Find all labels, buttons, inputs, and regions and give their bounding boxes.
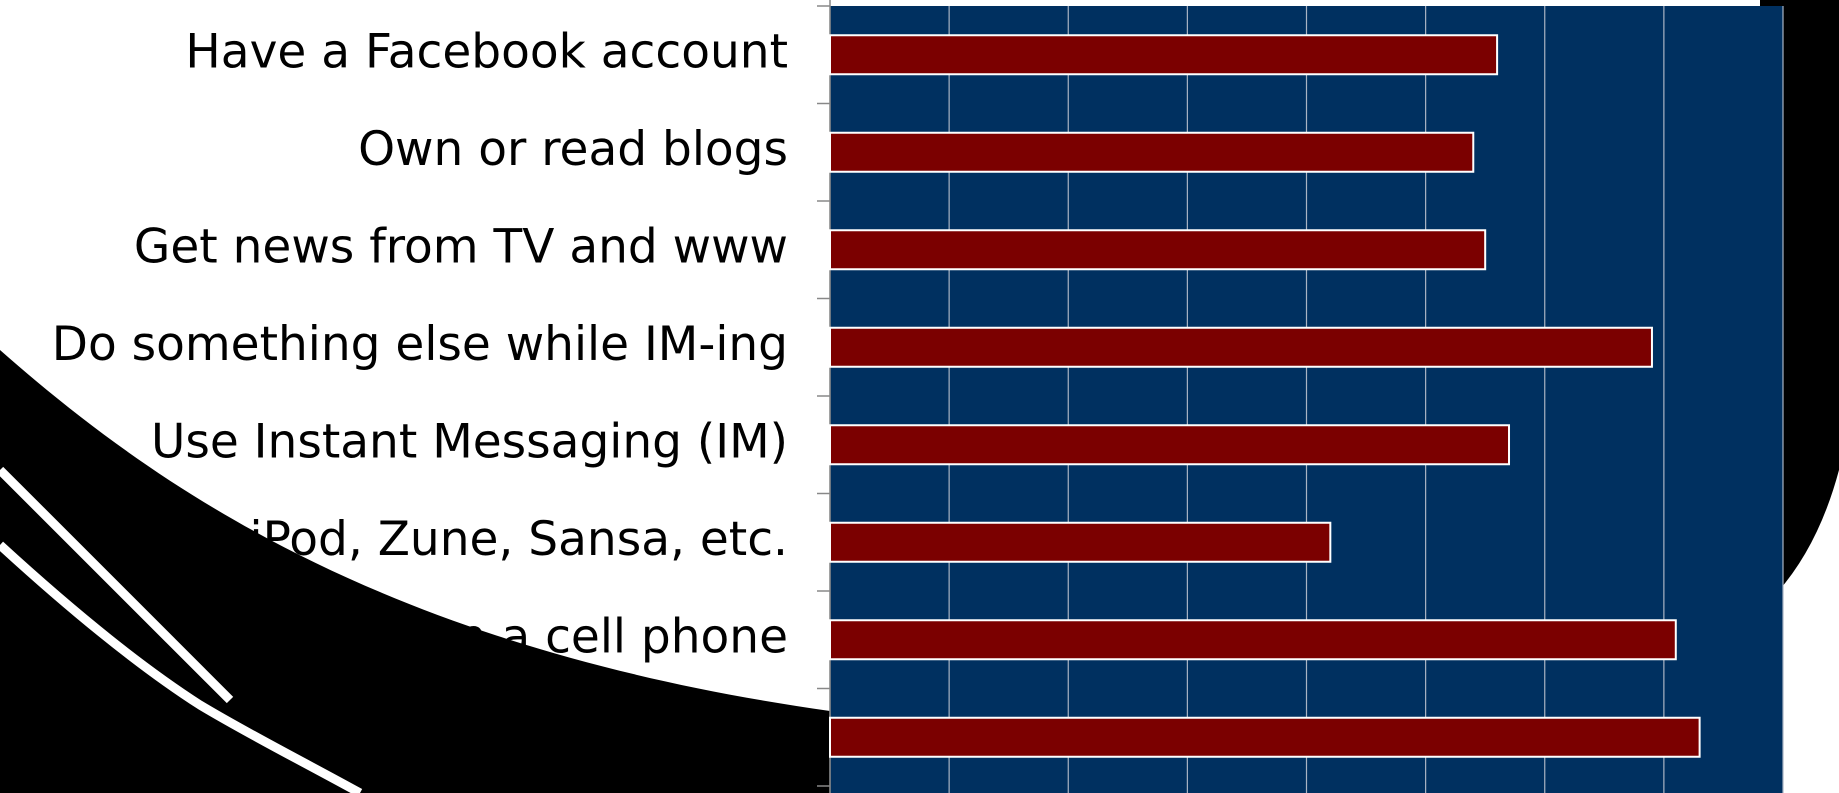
bar: [830, 620, 1676, 659]
y-tick-label: Get news from TV and www: [134, 219, 788, 274]
y-tick-label: Do something else while IM-ing: [52, 317, 788, 372]
bar: [830, 35, 1497, 74]
bar: [830, 523, 1330, 562]
bar: [830, 425, 1509, 464]
page: {"chart_data": {"type": "bar", "orientat…: [0, 0, 1839, 793]
plot-area: [817, 0, 1783, 793]
bar: [830, 718, 1700, 757]
y-tick-label: Own or read blogs: [358, 122, 788, 177]
bar: [830, 230, 1485, 269]
bar: [830, 328, 1652, 367]
bar: [830, 133, 1473, 172]
chart: Have a Facebook account Own or read blogs…: [0, 0, 1839, 793]
y-tick-label: Use Instant Messaging (IM): [151, 414, 788, 469]
y-tick-label: Have a Facebook account: [185, 24, 788, 79]
